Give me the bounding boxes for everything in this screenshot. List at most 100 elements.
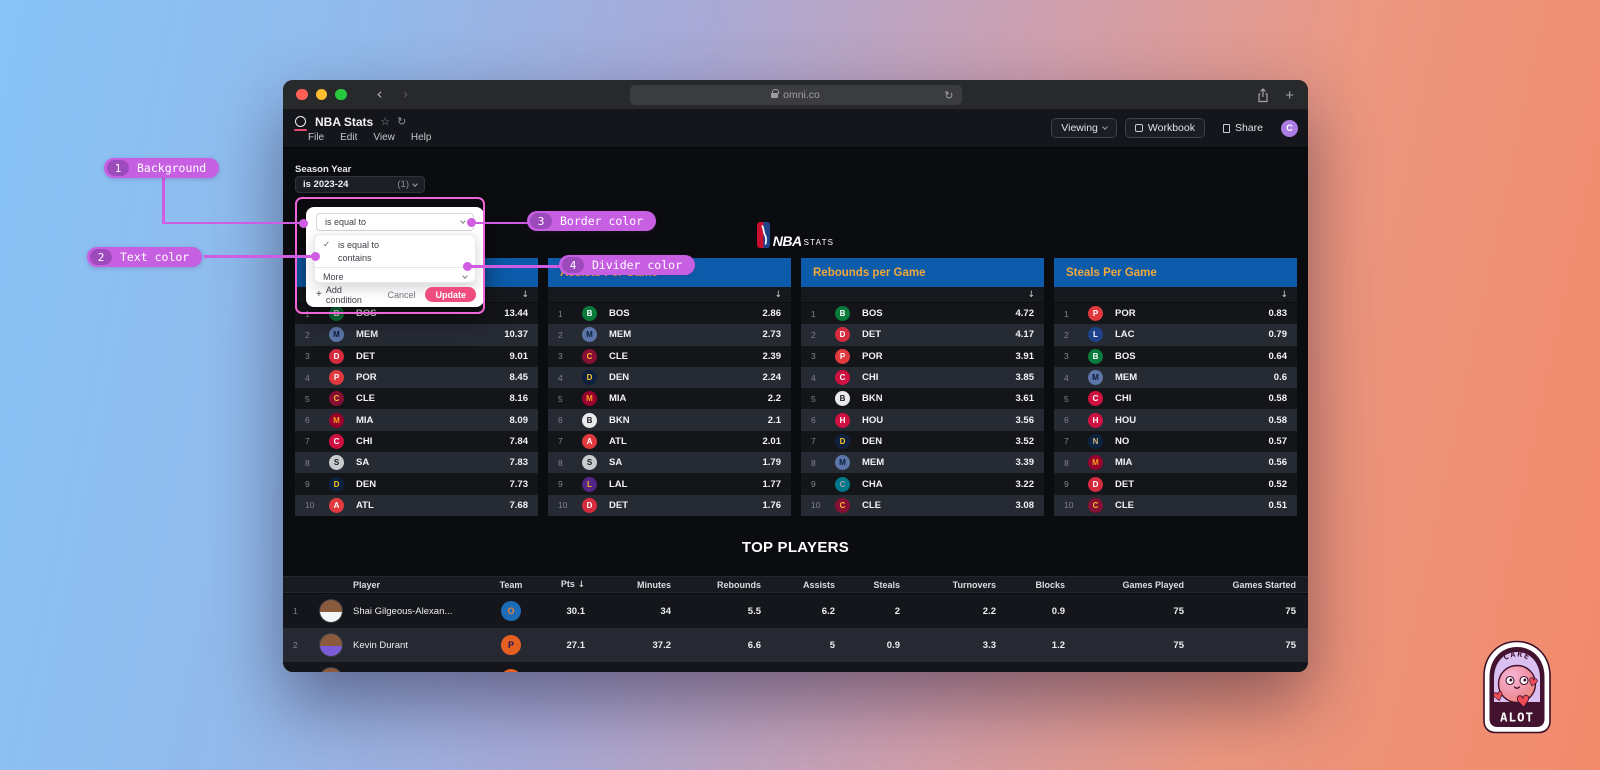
team-logo-bos-icon: B xyxy=(582,306,597,322)
stat-value: 1.2 xyxy=(1051,639,1065,651)
stat-value: 37.2 xyxy=(652,639,672,651)
header-team[interactable]: Team xyxy=(499,579,523,590)
stat-table-subheader: ↓ xyxy=(1054,287,1297,303)
stat-row: 10 C CLE 3.08 xyxy=(801,494,1044,516)
team-abbr: BOS xyxy=(1115,350,1136,362)
operator-select[interactable]: is equal to xyxy=(316,213,474,231)
favorite-star-icon[interactable]: ☆ xyxy=(380,115,391,128)
update-button[interactable]: Update xyxy=(425,287,476,302)
stat-value: 75 xyxy=(1285,605,1296,617)
option-is-equal-to[interactable]: ✓ is equal to xyxy=(323,239,380,250)
omni-logo-icon[interactable] xyxy=(294,116,307,131)
stat-row: 6 H HOU 3.56 xyxy=(801,409,1044,431)
more-options[interactable]: More xyxy=(315,270,475,283)
share-button[interactable]: Share xyxy=(1213,118,1273,138)
plus-icon: + xyxy=(316,288,322,300)
stat-value: 2.01 xyxy=(762,435,782,447)
stat-row: 3 P POR 3.91 xyxy=(801,345,1044,367)
traffic-light-zoom-icon[interactable] xyxy=(335,88,347,101)
heart-icon: ♥ xyxy=(1526,675,1539,690)
team-logo-hou-icon: H xyxy=(1088,412,1103,428)
app-header: NBA Stats ☆ ↻ File Edit View Help Viewin… xyxy=(283,110,1308,148)
stat-value: 3.61 xyxy=(1015,393,1035,405)
add-condition-button[interactable]: + Add condition xyxy=(316,284,362,305)
team-abbr: MIA xyxy=(609,393,627,405)
sort-desc-icon[interactable]: ↓ xyxy=(577,580,585,590)
user-avatar[interactable]: C xyxy=(1281,119,1298,137)
menu-edit[interactable]: Edit xyxy=(340,131,358,143)
rank: 9 xyxy=(558,479,563,490)
rank: 5 xyxy=(811,393,816,404)
header-steals[interactable]: Steals xyxy=(873,579,900,590)
team-abbr: DEN xyxy=(862,435,883,447)
header-games-started[interactable]: Games Started xyxy=(1232,579,1296,590)
stat-value: 13.44 xyxy=(504,308,528,320)
header-assists[interactable]: Assists xyxy=(802,579,835,590)
stat-row: 6 B BKN 2.1 xyxy=(548,409,791,431)
sort-desc-icon[interactable]: ↓ xyxy=(1280,289,1288,300)
team-logo-det-icon: D xyxy=(1088,476,1103,492)
sort-desc-icon[interactable]: ↓ xyxy=(521,289,529,300)
traffic-light-minimize-icon[interactable] xyxy=(315,88,327,101)
team-abbr: POR xyxy=(862,350,883,362)
option-contains[interactable]: contains xyxy=(338,252,372,263)
stat-value: 2.2 xyxy=(982,605,996,617)
menu-help[interactable]: Help xyxy=(410,131,432,143)
cancel-button[interactable]: Cancel xyxy=(387,289,416,300)
stat-row: 4 P POR 8.45 xyxy=(295,366,538,389)
stat-row: 1 B BOS 4.72 xyxy=(801,303,1044,325)
stat-value: 3.85 xyxy=(1015,372,1035,384)
traffic-light-close-icon[interactable] xyxy=(296,88,308,101)
stat-row: 3 D DET 9.01 xyxy=(295,345,538,367)
refresh-icon[interactable]: ↻ xyxy=(944,88,954,102)
season-filter[interactable]: is 2023-24 (1) xyxy=(295,176,425,193)
team-logo-cle-icon: C xyxy=(329,391,344,407)
header-rebounds[interactable]: Rebounds xyxy=(717,579,761,590)
stat-value: 4.72 xyxy=(1015,308,1035,320)
rank: 9 xyxy=(811,479,816,490)
share-sheet-icon[interactable] xyxy=(1257,87,1269,103)
stat-table-subheader: ↓ xyxy=(801,287,1044,303)
stat-value: 0.9 xyxy=(886,639,900,651)
stat-value: 4.17 xyxy=(1015,329,1035,341)
header-games-played[interactable]: Games Played xyxy=(1122,579,1184,590)
team-abbr: BOS xyxy=(356,308,377,320)
header-pts[interactable]: Pts ↓ xyxy=(560,579,585,590)
rank: 6 xyxy=(558,415,563,426)
header-turnovers[interactable]: Turnovers xyxy=(952,579,996,590)
menu-view[interactable]: View xyxy=(373,131,395,143)
header-minutes[interactable]: Minutes xyxy=(636,579,671,590)
stat-value: 75 xyxy=(1173,639,1184,651)
chevron-down-icon xyxy=(412,180,418,187)
new-tab-icon[interactable]: + xyxy=(1285,86,1294,104)
stat-table: Rebounds per Game ↓ 1 B BOS 4.72 2 D DET 4.17 3 P PO… xyxy=(801,258,1044,516)
team-abbr: MEM xyxy=(609,329,632,341)
rank: 10 xyxy=(1064,500,1074,511)
sort-desc-icon[interactable]: ↓ xyxy=(1027,289,1035,300)
team-logo-chi-icon: C xyxy=(835,370,850,386)
viewing-button[interactable]: Viewing xyxy=(1051,118,1117,138)
chevron-down-icon xyxy=(462,272,468,279)
header-blocks[interactable]: Blocks xyxy=(1035,579,1065,590)
history-icon[interactable]: ↻ xyxy=(397,115,407,128)
sort-desc-icon[interactable]: ↓ xyxy=(774,289,782,300)
rank: 5 xyxy=(305,393,310,404)
stat-value: 75 xyxy=(1173,605,1184,617)
team-abbr: MEM xyxy=(1115,372,1138,384)
rank: 1 xyxy=(293,606,298,616)
document-icon xyxy=(1222,123,1230,133)
forward-icon[interactable]: › xyxy=(402,85,409,103)
player-avatar xyxy=(319,667,343,672)
rank: 9 xyxy=(1064,479,1069,490)
team-logo-bos-icon: B xyxy=(835,306,850,322)
url-bar[interactable]: omni.co ↻ xyxy=(629,85,962,105)
rank: 7 xyxy=(558,436,563,447)
team-logo-bos-icon: B xyxy=(329,306,344,322)
rank: 6 xyxy=(305,415,310,426)
workbook-button[interactable]: Workbook xyxy=(1124,118,1205,138)
stat-value: 8.09 xyxy=(509,414,529,426)
menu-file[interactable]: File xyxy=(308,131,325,143)
header-player[interactable]: Player xyxy=(353,579,381,590)
back-icon[interactable]: ‹ xyxy=(376,85,383,103)
team-logo-bkn-icon: B xyxy=(582,412,597,428)
